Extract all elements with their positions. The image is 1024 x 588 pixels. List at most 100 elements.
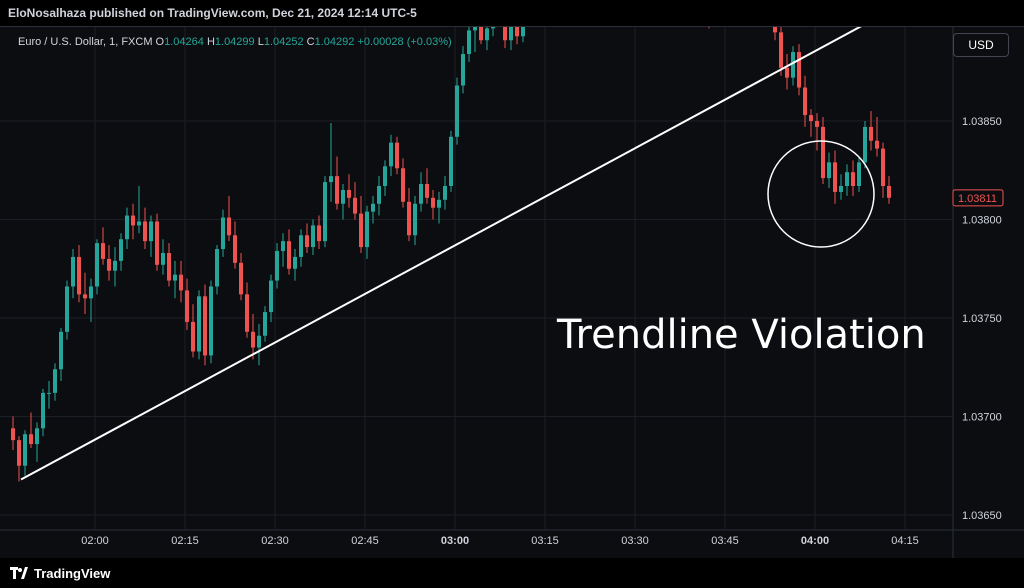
candle-body [311,225,315,248]
candle-body [179,274,183,291]
candle-body [137,221,141,226]
candle-body [833,162,837,192]
candle [29,412,33,449]
close-label: C [306,36,315,48]
chart-frame[interactable]: Trendline Violation 1.03650 1.03700 1.0375… [0,26,1024,559]
candle-body [491,27,495,29]
candle-body [395,142,399,169]
candle-body [323,182,327,242]
candle-body [203,296,207,356]
price-chart[interactable]: Trendline Violation 1.03650 1.03700 1.0375… [0,27,1024,559]
candle-body [167,252,171,281]
last-price-marker: 1.03811 [952,189,1004,207]
candle-body [413,203,417,236]
candle [161,239,165,275]
candle [119,233,123,271]
tradingview-logo-icon[interactable] [10,567,28,579]
candle [797,44,801,96]
candle-body [383,166,387,187]
tradingview-brand[interactable]: TradingView [34,565,111,581]
candle [473,27,477,53]
candle-body [353,197,357,214]
candle [371,195,375,224]
candle-body [347,189,351,198]
candle [215,245,219,295]
candle [425,168,429,204]
candle [485,27,489,51]
candle [449,130,453,192]
price-axis[interactable]: 1.03650 1.03700 1.03750 1.03800 1.03850 1.039… [962,27,1002,522]
candle [887,176,891,204]
currency-button[interactable]: USD [953,33,1009,57]
candle-body [215,249,219,287]
candle [305,223,309,253]
candle-body [785,67,789,78]
candle [365,205,369,259]
candle-body [449,136,453,187]
candle [11,416,15,450]
grid-lines [0,27,1024,559]
candle [83,272,87,315]
y-tick-label: 1.03850 [962,116,1002,128]
candle-body [359,213,363,248]
candle-body [485,28,489,41]
candle [131,203,135,240]
candle-body [77,256,81,295]
x-tick-label: 03:45 [711,535,739,547]
candle-body [851,172,855,187]
candle [95,239,99,295]
candle [461,46,465,94]
annotation-text[interactable]: Trendline Violation [556,312,926,358]
candle [708,27,710,29]
candle-body [857,162,861,187]
candle-body [473,27,477,31]
violation-circle[interactable] [767,140,875,248]
candle-body [365,211,369,248]
trendline[interactable] [20,27,963,481]
candle-body [155,221,159,265]
candle [191,304,195,358]
candle [833,150,837,204]
candle [275,243,279,289]
candle [785,54,789,90]
candle-body [227,217,231,236]
candle [167,243,171,287]
candle-body [845,172,849,187]
candle-body [275,251,279,281]
candle [251,314,255,360]
candle-body [95,243,99,287]
candle [287,229,291,275]
candle-body [869,126,873,141]
candle-body [317,225,321,242]
candle-body [797,52,801,88]
candle [257,323,261,366]
high-label: H [206,36,215,48]
candle-body [509,27,513,41]
candle [395,136,399,175]
candle [881,142,885,198]
candle [323,176,327,248]
candle-body [269,280,273,313]
candle [389,134,393,177]
symbol-name[interactable]: Euro / U.S. Dollar, 1, FXCM [18,36,153,48]
candle [23,430,27,476]
candle-body [125,215,129,240]
candle-body [71,256,75,287]
candle [203,284,207,366]
ohlc-legend: Euro / U.S. Dollar, 1, FXCM O1.04264 H1.… [18,36,452,48]
candle [17,436,21,482]
candle [35,422,39,462]
candle-body [377,186,381,204]
time-axis[interactable]: 02:00 02:15 02:30 02:45 03:00 03:15 03:30 03:45… [81,535,919,547]
candle [443,176,447,210]
candle-body [89,286,93,299]
candle [155,213,159,271]
candle [185,278,189,330]
candle [845,164,849,196]
candle-body [827,162,831,179]
candle [509,27,513,51]
candle [233,221,237,269]
candle [431,189,435,220]
candle [143,207,147,250]
candle-body [47,392,51,394]
